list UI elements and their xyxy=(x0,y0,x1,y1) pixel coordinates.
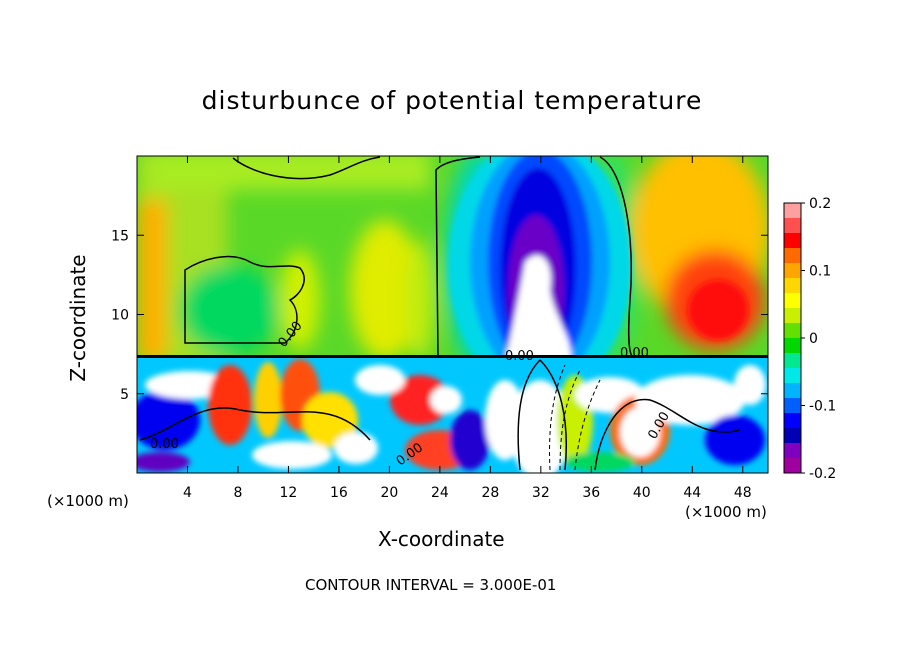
y-tick-label: 5 xyxy=(120,387,129,403)
x-unit-left: (×1000 m) xyxy=(47,492,129,510)
colorbar-segment xyxy=(784,413,801,429)
y-tick-label: 15 xyxy=(111,228,129,244)
colorbar-tick-label: 0.1 xyxy=(809,264,831,280)
x-axis-label: X-coordinate xyxy=(378,527,505,551)
x-tick-label: 40 xyxy=(633,485,651,501)
y-axis-label: Z-coordinate xyxy=(66,254,90,382)
colorbar-segment xyxy=(784,263,801,279)
x-unit-right: (×1000 m) xyxy=(685,503,767,521)
colorbar-tick-label: -0.1 xyxy=(809,399,836,415)
x-tick-label: 8 xyxy=(233,485,242,501)
colorbar-segment xyxy=(784,458,801,474)
colorbar-segment xyxy=(784,428,801,444)
colorbar: 0.2 0.1 0 -0.1 -0.2 xyxy=(783,196,836,482)
contour-label: 0.00 xyxy=(150,437,179,452)
x-tick-label: 48 xyxy=(734,485,752,501)
colorbar-segment xyxy=(784,383,801,399)
colorbar-segment xyxy=(784,218,801,234)
colorbar-segment xyxy=(784,338,801,354)
contour-interval-note: CONTOUR INTERVAL = 3.000E-01 xyxy=(305,576,557,594)
colorbar-segment xyxy=(784,278,801,294)
x-tick-label: 24 xyxy=(431,485,449,501)
contour-label: 0.00 xyxy=(505,349,534,364)
colorbar-segment xyxy=(784,323,801,339)
colorbar-segment xyxy=(784,203,801,219)
x-tick-label: 16 xyxy=(330,485,348,501)
x-tick-label: 36 xyxy=(582,485,600,501)
x-tick-label: 44 xyxy=(683,485,701,501)
colorbar-segment xyxy=(784,248,801,264)
colorbar-segment xyxy=(784,233,801,249)
heatmap-field: 0.00 0.00 0.00 0.00 0.00 0.00 xyxy=(137,156,768,473)
colorbar-segment xyxy=(784,293,801,309)
colorbar-segment xyxy=(784,443,801,459)
colorbar-tick-label: 0 xyxy=(809,331,818,347)
x-tick-label: 12 xyxy=(280,485,298,501)
colorbar-tick-label: 0.2 xyxy=(809,196,831,212)
colorbar-segment xyxy=(784,353,801,369)
x-tick-label: 32 xyxy=(532,485,550,501)
colorbar-segment xyxy=(784,368,801,384)
x-tick-label: 4 xyxy=(183,485,192,501)
chart-title: disturbunce of potential temperature xyxy=(201,86,703,115)
x-tick-label: 28 xyxy=(481,485,499,501)
colorbar-tick-label: -0.2 xyxy=(809,466,836,482)
x-tick-label: 20 xyxy=(380,485,398,501)
colorbar-segment xyxy=(784,398,801,414)
y-tick-label: 10 xyxy=(111,308,129,324)
colorbar-segment xyxy=(784,308,801,324)
contour-label: 0.00 xyxy=(620,346,649,361)
